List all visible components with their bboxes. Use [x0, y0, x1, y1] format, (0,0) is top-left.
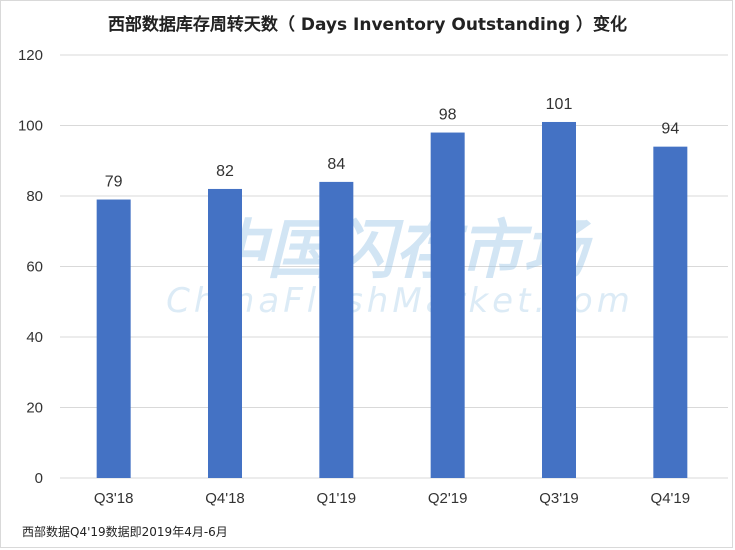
y-tick-label: 0 — [35, 470, 43, 487]
x-tick-label: Q4'18 — [205, 490, 245, 507]
data-label: 84 — [327, 156, 345, 173]
data-label: 82 — [216, 163, 234, 180]
bar — [542, 121, 576, 478]
y-axis-ticks: 0 20 40 60 80 100 120 — [18, 47, 43, 487]
bar — [653, 146, 688, 478]
data-label: 98 — [439, 107, 457, 124]
x-tick-label: Q4'19 — [651, 490, 691, 507]
bars — [96, 121, 688, 479]
y-tick-label: 60 — [26, 259, 43, 276]
x-axis-ticks: Q3'18 Q4'18 Q1'19 Q2'19 Q3'19 Q4'19 — [94, 490, 690, 507]
chart-title: 西部数据库存周转天数（ Days Inventory Outstanding ）… — [107, 15, 628, 35]
bar — [208, 188, 242, 478]
y-tick-label: 120 — [18, 47, 43, 64]
footnote: 西部数据Q4'19数据即2019年4月-6月 — [22, 525, 228, 539]
bar — [430, 132, 465, 479]
y-tick-label: 100 — [18, 118, 43, 135]
y-tick-label: 80 — [26, 188, 43, 205]
y-tick-label: 20 — [26, 400, 43, 417]
data-label: 79 — [105, 174, 123, 191]
gridlines — [60, 54, 728, 479]
x-tick-label: Q1'19 — [317, 490, 357, 507]
x-tick-label: Q2'19 — [428, 490, 468, 507]
watermark: 中国闪存市场 ChinaFlashMarket.com — [166, 214, 630, 321]
watermark-main-text: 中国闪存市场 — [203, 214, 593, 288]
data-label: 94 — [661, 121, 679, 138]
y-tick-label: 40 — [26, 329, 43, 346]
x-tick-label: Q3'18 — [94, 490, 134, 507]
bar — [319, 181, 354, 478]
bar — [96, 199, 131, 478]
x-tick-label: Q3'19 — [539, 490, 579, 507]
data-label: 101 — [546, 96, 573, 113]
data-labels: 79 82 84 98 101 94 — [105, 96, 680, 191]
